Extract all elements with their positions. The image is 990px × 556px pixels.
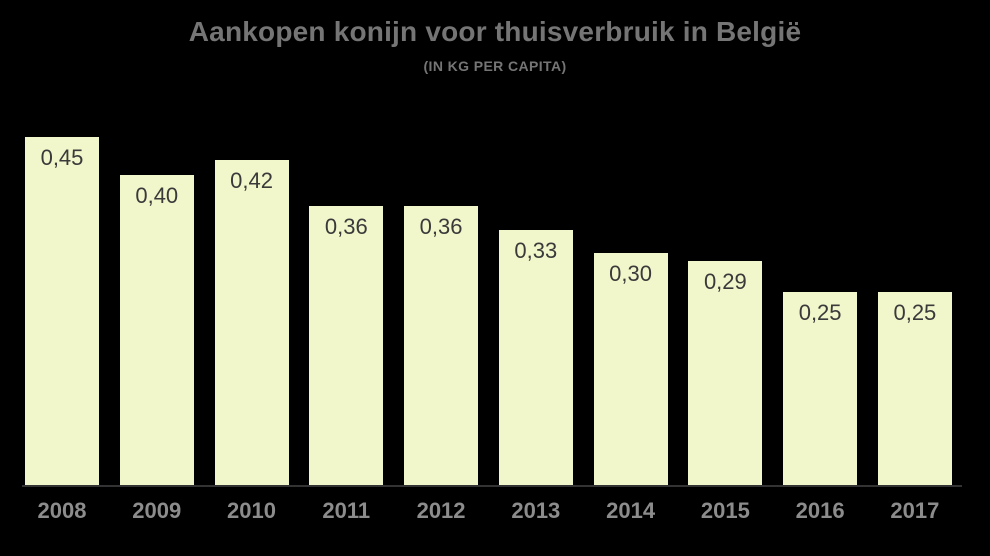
bar: 0,40 bbox=[119, 175, 194, 485]
bar: 0,33 bbox=[498, 229, 573, 485]
bar: 0,30 bbox=[593, 252, 668, 485]
bar-value-label: 0,45 bbox=[40, 144, 84, 170]
bar-value-label: 0,36 bbox=[324, 214, 368, 240]
bar-value-label: 0,30 bbox=[609, 260, 652, 286]
chart-subtitle: (IN KG PER CAPITA) bbox=[423, 58, 567, 74]
x-tick-label: 2015 bbox=[700, 498, 750, 523]
x-tick-label: 2013 bbox=[511, 498, 561, 523]
bar: 0,42 bbox=[214, 159, 289, 485]
chart-title: Aankopen konijn voor thuisverbruik in Be… bbox=[188, 16, 802, 47]
bar-value-label: 0,40 bbox=[135, 183, 179, 209]
x-tick-label: 2016 bbox=[795, 498, 845, 523]
x-axis: 2008 2009 2010 2011 2012 2013 2014 2015 2016 2017 bbox=[22, 498, 962, 524]
x-tick-label: 2014 bbox=[606, 498, 656, 523]
bar: 0,29 bbox=[688, 260, 763, 485]
bar: 0,25 bbox=[783, 291, 858, 485]
x-tick-label: 2011 bbox=[322, 498, 371, 523]
bar-value-label: 0,29 bbox=[703, 268, 747, 294]
x-tick-label: 2010 bbox=[227, 498, 276, 523]
x-tick-label: 2012 bbox=[416, 498, 466, 523]
bar-value-label: 0,36 bbox=[419, 214, 463, 240]
x-tick-label: 2017 bbox=[890, 498, 940, 523]
bar: 0,25 bbox=[877, 291, 952, 485]
x-tick-label: 2009 bbox=[132, 498, 182, 523]
x-tick-label: 2008 bbox=[37, 498, 87, 523]
bar-value-label: 0,42 bbox=[230, 167, 273, 193]
bar: 0,36 bbox=[404, 206, 479, 485]
bar-value-label: 0,25 bbox=[893, 299, 937, 325]
bar: 0,45 bbox=[25, 136, 99, 485]
plot-area: 0,45 0,40 0,42 0,36 0,36 0,33 0,30 0,29 … bbox=[22, 98, 962, 487]
bar-value-label: 0,33 bbox=[514, 237, 558, 263]
bar-value-label: 0,25 bbox=[798, 299, 842, 325]
bar: 0,36 bbox=[309, 206, 384, 485]
